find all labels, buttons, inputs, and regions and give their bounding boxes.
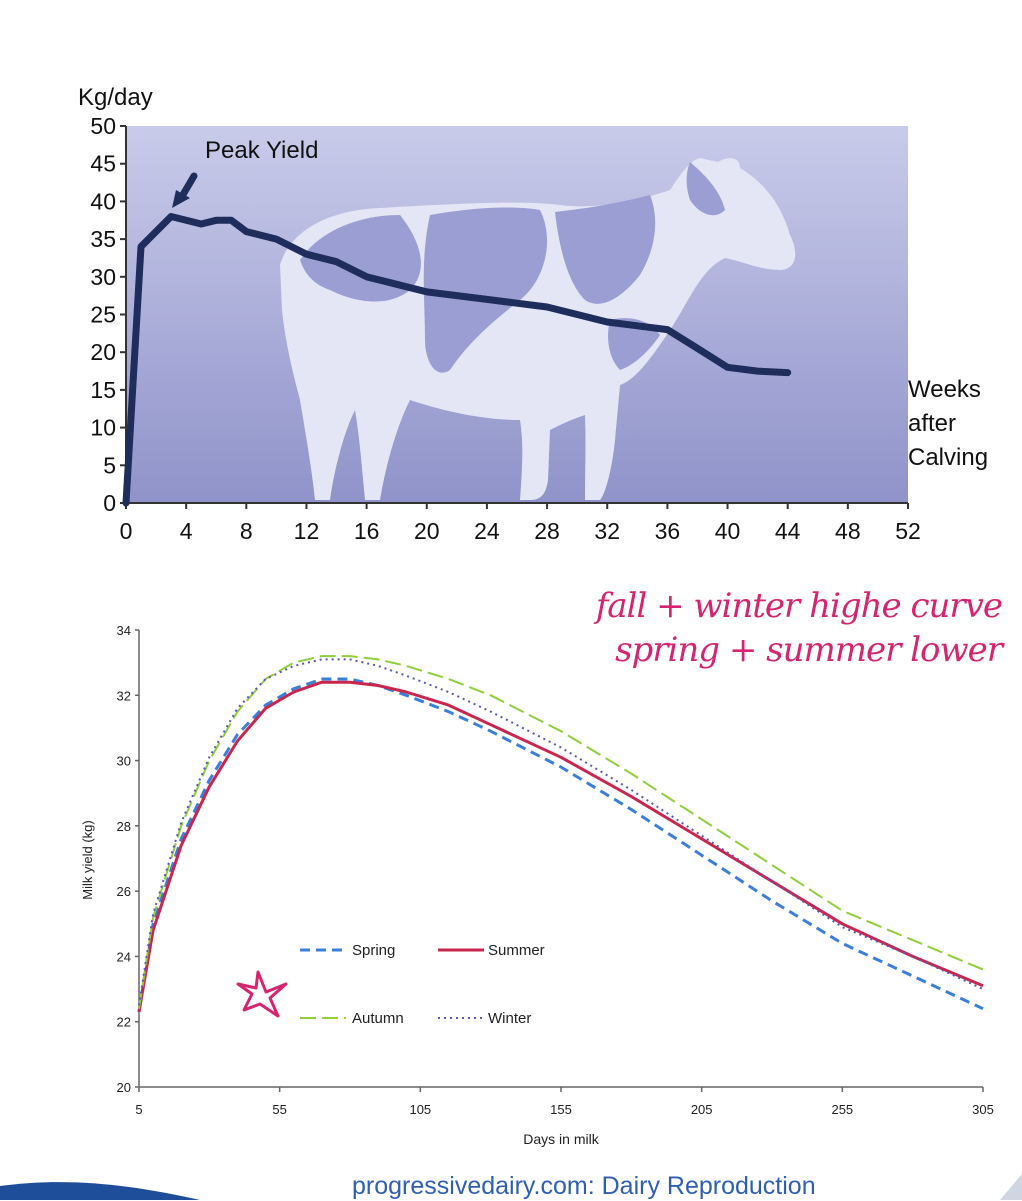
y-ticks: 20 22 24 26 28 30 32 34	[117, 623, 139, 1095]
footer-swoosh	[0, 1174, 1022, 1200]
x-axis-label-line2: after	[908, 410, 956, 437]
axis-lines	[138, 630, 983, 1088]
handwritten-note: fall + winter highe curve spring + summe…	[582, 584, 1003, 672]
y-tick-label: 34	[117, 623, 131, 638]
x-tick-label: 55	[272, 1102, 286, 1117]
series-line-spring	[137, 677, 984, 1013]
y-tick-label: 35	[90, 226, 116, 252]
x-tick-label: 44	[775, 518, 801, 544]
x-tick-label: 52	[895, 518, 921, 544]
legend-label-autumn: Autumn	[352, 1010, 404, 1027]
legend: Spring Summer Autumn Winter	[300, 942, 545, 1027]
y-ticks: 0 5 10 15 20 25 30 35 40 45 50	[90, 113, 126, 516]
x-tick-label: 12	[294, 518, 320, 544]
y-tick-label: 22	[117, 1015, 131, 1030]
x-axis-label: Weeks after Calving	[908, 376, 988, 471]
x-tick-label: 24	[474, 518, 500, 544]
x-tick-label: 32	[594, 518, 620, 544]
source-citation: progressivedairy.com: Dairy Reproduction	[352, 1172, 816, 1200]
y-tick-label: 25	[90, 302, 116, 328]
y-tick-label: 30	[90, 264, 116, 290]
x-ticks: 0 4 8 12 16 20 24 28 32 36 40 44 48 52	[120, 503, 921, 544]
series-lines	[137, 655, 984, 1013]
y-tick-label: 10	[90, 415, 116, 441]
x-axis-label-line3: Calving	[908, 444, 988, 471]
series-line-winter	[138, 658, 984, 1006]
y-tick-label: 45	[90, 151, 116, 177]
x-tick-label: 40	[715, 518, 741, 544]
x-tick-label: 20	[414, 518, 440, 544]
y-tick-label: 40	[90, 188, 116, 214]
handwritten-note-line2: spring + summer lower	[615, 630, 1003, 670]
x-axis-label: Days in milk	[523, 1131, 599, 1147]
x-tick-label: 0	[120, 518, 133, 544]
x-tick-label: 105	[409, 1102, 431, 1117]
y-tick-label: 30	[117, 754, 131, 769]
x-tick-label: 205	[691, 1102, 713, 1117]
legend-label-summer: Summer	[488, 942, 545, 959]
x-ticks: 5 55 105 155 205 255 305	[135, 1087, 994, 1117]
series-line-summer	[137, 680, 984, 1013]
y-tick-label: 50	[90, 113, 116, 139]
star-doodle	[236, 970, 288, 1018]
y-tick-label: 20	[117, 1080, 131, 1095]
y-tick-label: 24	[117, 949, 131, 964]
series-line-autumn	[138, 655, 984, 1009]
x-tick-label: 8	[240, 518, 253, 544]
peak-yield-arrow	[172, 172, 198, 208]
y-axis-label: Kg/day	[78, 84, 153, 111]
y-tick-label: 26	[117, 884, 131, 899]
y-tick-label: 32	[117, 688, 131, 703]
x-tick-label: 28	[534, 518, 560, 544]
y-axis-label: Milk yield (kg)	[80, 820, 95, 899]
x-tick-label: 5	[135, 1102, 142, 1117]
y-tick-label: 28	[117, 819, 131, 834]
y-tick-label: 15	[90, 377, 116, 403]
x-tick-label: 155	[550, 1102, 572, 1117]
handwritten-note-line1: fall + winter highe curve	[595, 586, 1003, 626]
y-tick-label: 0	[103, 490, 116, 516]
y-tick-label: 20	[90, 339, 116, 365]
x-tick-label: 4	[180, 518, 193, 544]
y-tick-label: 5	[103, 452, 116, 478]
x-tick-label: 36	[655, 518, 681, 544]
x-tick-label: 305	[972, 1102, 994, 1117]
series-line	[122, 213, 792, 507]
x-tick-label: 48	[835, 518, 861, 544]
legend-label-winter: Winter	[488, 1010, 531, 1027]
x-tick-label: 16	[354, 518, 380, 544]
legend-label-spring: Spring	[352, 942, 395, 959]
peak-yield-annotation: Peak Yield	[205, 137, 318, 164]
x-axis-label-line1: Weeks	[908, 376, 981, 403]
x-tick-label: 255	[831, 1102, 853, 1117]
